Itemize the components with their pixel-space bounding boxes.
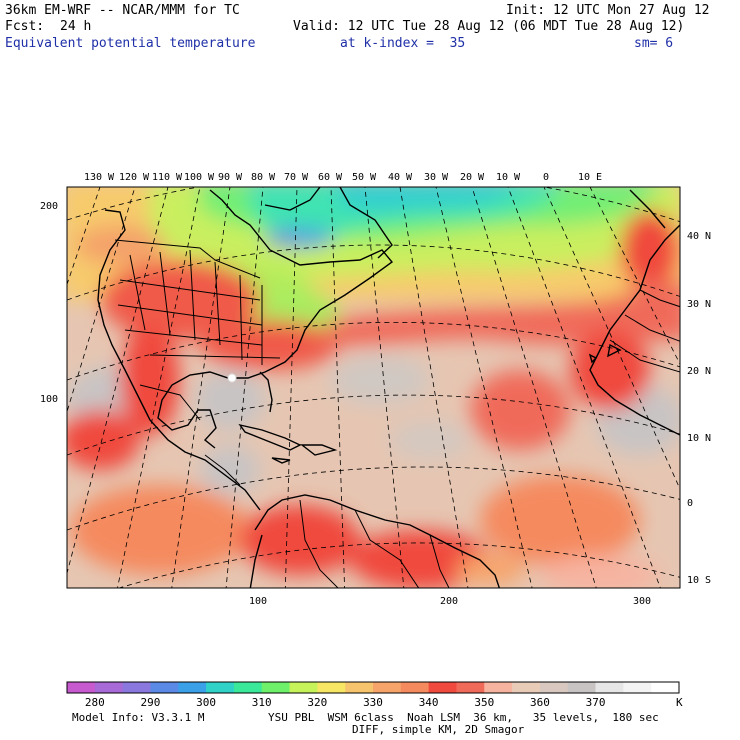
- longitude-label: 10 E: [578, 172, 602, 183]
- colorbar-label: 370: [586, 696, 606, 709]
- colorbar-frame: [66, 681, 680, 694]
- colorbar-cell: [623, 682, 652, 693]
- colorbar-cell: [261, 682, 291, 693]
- grid-y-label: 100: [40, 394, 58, 405]
- smoothing-value: sm= 6: [634, 36, 674, 51]
- valid-time: Valid: 12 UTC Tue 28 Aug 12 (06 MDT Tue …: [293, 19, 685, 34]
- longitude-label: 50 W: [352, 172, 377, 183]
- latitude-label: 20 N: [687, 366, 711, 377]
- coastlines: [97, 187, 680, 588]
- colorbar-cell: [595, 682, 624, 693]
- longitude-label: 60 W: [318, 172, 343, 183]
- longitude-label: 20 W: [460, 172, 485, 183]
- colorbar-unit: K: [676, 696, 683, 709]
- field-name: Equivalent potential temperature: [5, 36, 256, 51]
- colorbar-cell: [512, 682, 541, 693]
- colorbar-label: 320: [307, 696, 327, 709]
- grid-x-label: 300: [633, 596, 651, 607]
- storm-marker: [227, 373, 237, 383]
- physics-info: YSU PBL WSM 6class Noah LSM 36 km, 35 le…: [268, 711, 659, 724]
- forecast-label: Fcst:: [5, 19, 45, 34]
- longitude-label: 130 W: [84, 172, 115, 183]
- vertical-level: at k-index = 35: [340, 36, 466, 51]
- colorbar-cell: [122, 682, 151, 693]
- colorbar-cell: [400, 682, 430, 693]
- map-frame: [66, 186, 681, 589]
- longitude-label: 10 W: [496, 172, 521, 183]
- longitude-label: 90 W: [218, 172, 243, 183]
- longitude-label: 40 W: [388, 172, 413, 183]
- colorbar-labels: 280 290 300 310 320 330 340 350 360 370: [85, 696, 606, 709]
- colorbar-label: 360: [530, 696, 550, 709]
- colorbar-cell: [345, 682, 374, 693]
- colorbar-label: 290: [141, 696, 161, 709]
- colorbar-label: 300: [196, 696, 216, 709]
- model-info: Model Info: V3.3.1 M: [72, 711, 205, 724]
- longitude-label: 70 W: [284, 172, 309, 183]
- colorbar-cell: [178, 682, 207, 693]
- init-time: Init: 12 UTC Mon 27 Aug 12: [506, 3, 710, 18]
- colorbar-cell: [289, 682, 318, 693]
- graticule: [67, 187, 680, 588]
- latitude-label: 40 N: [687, 231, 711, 242]
- colorbar-label: 330: [363, 696, 383, 709]
- colorbar-cell: [567, 682, 597, 693]
- colorbar-cell: [94, 682, 124, 693]
- longitude-label: 30 W: [424, 172, 449, 183]
- diffusion-info: DIFF, simple KM, 2D Smagor: [352, 723, 525, 736]
- colorbar-label: 340: [419, 696, 439, 709]
- latitude-label: 10 N: [687, 433, 711, 444]
- latitude-labels: 40 N 30 N 20 N 10 N 0 10 S: [687, 231, 711, 586]
- colorbar-cells: [67, 682, 680, 693]
- colorbar-cell: [206, 682, 235, 693]
- model-title: 36km EM-WRF -- NCAR/MMM for TC: [5, 3, 240, 18]
- longitude-labels: 130 W 120 W 110 W 100 W 90 W 80 W 70 W 60 W 50 W…: [84, 172, 602, 183]
- longitude-label: 100 W: [184, 172, 215, 183]
- political-borders: [114, 239, 680, 588]
- colorbar-cell: [67, 682, 96, 693]
- grid-index-labels: 200 100 100 200 300: [40, 201, 651, 607]
- latitude-label: 0: [687, 498, 693, 509]
- colorbar-label: 310: [252, 696, 272, 709]
- colorbar-cell: [456, 682, 485, 693]
- colorbar-cell: [233, 682, 263, 693]
- colorbar-cell: [150, 682, 179, 693]
- colorbar-cell: [651, 682, 680, 693]
- colorbar-cell: [317, 682, 346, 693]
- grid-y-label: 200: [40, 201, 58, 212]
- grid-x-label: 200: [440, 596, 458, 607]
- colorbar-cell: [539, 682, 569, 693]
- colorbar-cell: [373, 682, 402, 693]
- forecast-hours: 24 h: [60, 19, 92, 34]
- longitude-label: 120 W: [119, 172, 150, 183]
- colorbar-label: 350: [474, 696, 494, 709]
- longitude-label: 80 W: [251, 172, 276, 183]
- latitude-label: 30 N: [687, 299, 711, 310]
- grid-x-label: 100: [249, 596, 267, 607]
- colorbar-label: 280: [85, 696, 105, 709]
- colorbar-cell: [484, 682, 513, 693]
- longitude-label: 0: [543, 172, 549, 183]
- longitude-label: 110 W: [152, 172, 183, 183]
- colorbar-cell: [428, 682, 457, 693]
- latitude-label: 10 S: [687, 575, 711, 586]
